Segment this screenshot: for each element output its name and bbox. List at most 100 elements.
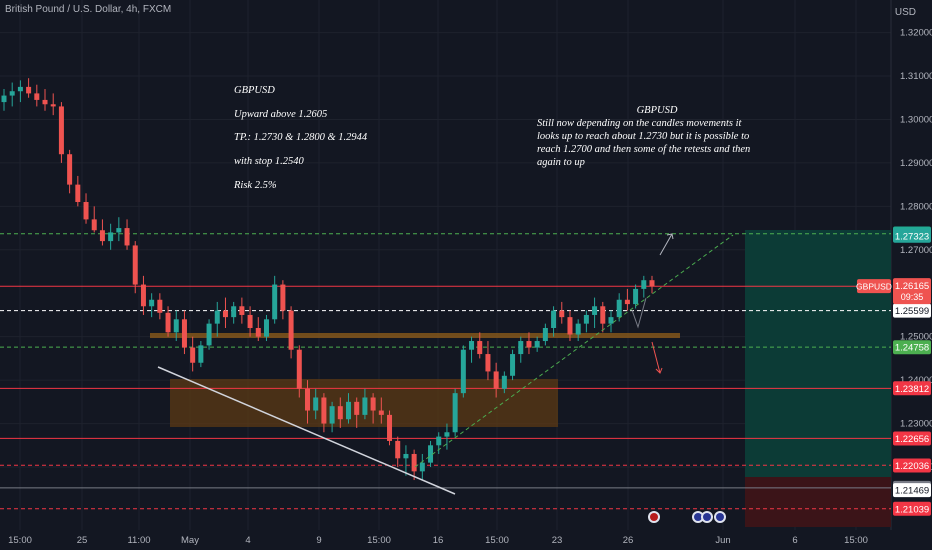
candle[interactable] [616, 293, 622, 322]
candle[interactable] [452, 388, 458, 437]
candle[interactable] [255, 317, 261, 342]
candle[interactable] [198, 341, 204, 368]
candle[interactable] [272, 275, 278, 324]
candle[interactable] [337, 397, 343, 428]
candle[interactable] [485, 341, 491, 381]
candle[interactable] [75, 175, 81, 207]
price-tag[interactable]: 1.22036 [893, 458, 931, 473]
candle[interactable] [149, 293, 155, 318]
candle[interactable] [99, 219, 105, 246]
candle[interactable] [116, 217, 122, 242]
candle[interactable] [91, 206, 97, 233]
candle[interactable] [419, 453, 425, 481]
candle[interactable] [403, 445, 409, 476]
candle[interactable] [108, 223, 114, 250]
up-arrow [659, 233, 674, 256]
candle[interactable] [649, 275, 655, 294]
candle[interactable] [321, 393, 327, 433]
price-tag[interactable]: 1.21039 [893, 501, 931, 516]
candle[interactable] [633, 284, 639, 309]
candle[interactable] [50, 93, 56, 116]
candle[interactable] [34, 84, 40, 107]
symbol-price-label[interactable]: GBPUSD [856, 279, 892, 294]
price-tag[interactable]: 1.22656 [893, 431, 931, 446]
candle[interactable] [600, 301, 606, 333]
candle[interactable] [378, 397, 384, 424]
price-tag[interactable]: 1.24758 [893, 340, 931, 355]
candle[interactable] [510, 349, 516, 381]
candle[interactable] [411, 449, 417, 481]
candle[interactable] [132, 241, 138, 294]
price-tag[interactable]: 1.27323 [893, 228, 931, 243]
candle[interactable] [346, 393, 352, 424]
candle[interactable] [124, 219, 130, 250]
candle[interactable] [247, 306, 253, 337]
candle[interactable] [214, 301, 220, 337]
candle[interactable] [641, 275, 647, 298]
candle[interactable] [222, 297, 228, 328]
candle[interactable] [67, 149, 73, 194]
candle[interactable] [140, 275, 146, 315]
candle[interactable] [17, 80, 23, 103]
candle[interactable] [608, 310, 614, 333]
candle[interactable] [624, 288, 630, 311]
candle[interactable] [42, 89, 48, 111]
candle[interactable] [157, 293, 163, 320]
candle[interactable] [575, 319, 581, 342]
candle[interactable] [460, 345, 466, 398]
candle[interactable] [296, 345, 302, 398]
ascending-trendline[interactable] [414, 234, 734, 468]
candle[interactable] [26, 78, 32, 98]
candle[interactable] [542, 323, 548, 346]
x-tick-label: 15:00 [367, 535, 391, 546]
candle[interactable] [395, 436, 401, 468]
candle[interactable] [583, 310, 589, 333]
candle[interactable] [370, 393, 376, 424]
candle[interactable] [428, 440, 434, 468]
candle[interactable] [173, 310, 179, 342]
candle[interactable] [387, 410, 393, 446]
candle[interactable] [181, 310, 187, 355]
candle[interactable] [592, 297, 598, 328]
candle[interactable] [239, 297, 245, 324]
x-tick-label: 9 [316, 535, 321, 546]
price-tag[interactable]: 1.25599 [893, 303, 931, 318]
candle[interactable] [477, 332, 483, 359]
candle[interactable] [354, 397, 360, 428]
event-flags[interactable] [648, 511, 726, 523]
candle[interactable] [1, 89, 7, 111]
candle[interactable] [534, 336, 540, 352]
candle[interactable] [526, 332, 532, 355]
candle[interactable] [280, 280, 286, 320]
candle[interactable] [304, 380, 310, 424]
candle[interactable] [559, 301, 565, 324]
price-tag[interactable]: 1.23812 [893, 381, 931, 396]
candle[interactable] [551, 306, 557, 337]
candle[interactable] [190, 336, 196, 372]
candle[interactable] [9, 82, 15, 107]
candle[interactable] [83, 193, 89, 224]
candle[interactable] [165, 306, 171, 337]
symbol-title[interactable]: British Pound / U.S. Dollar, 4h, FXCM [5, 4, 172, 15]
candle[interactable] [501, 371, 507, 394]
candle[interactable] [436, 432, 442, 454]
candle[interactable] [469, 336, 475, 363]
candle[interactable] [313, 388, 319, 420]
candle[interactable] [288, 306, 294, 359]
candle[interactable] [58, 102, 64, 163]
candle[interactable] [206, 319, 212, 350]
candle[interactable] [231, 301, 237, 324]
descending-trendline[interactable] [157, 366, 456, 495]
candle[interactable] [493, 362, 499, 398]
candle[interactable] [444, 423, 450, 450]
svg-text:1.27323: 1.27323 [895, 231, 929, 242]
resistance-zone [150, 333, 680, 338]
candle[interactable] [518, 336, 524, 363]
candle[interactable] [362, 388, 368, 420]
candle[interactable] [329, 401, 335, 433]
candle[interactable] [567, 310, 573, 342]
candle[interactable] [263, 314, 269, 342]
price-tag[interactable]: 1.21469 [893, 483, 931, 498]
